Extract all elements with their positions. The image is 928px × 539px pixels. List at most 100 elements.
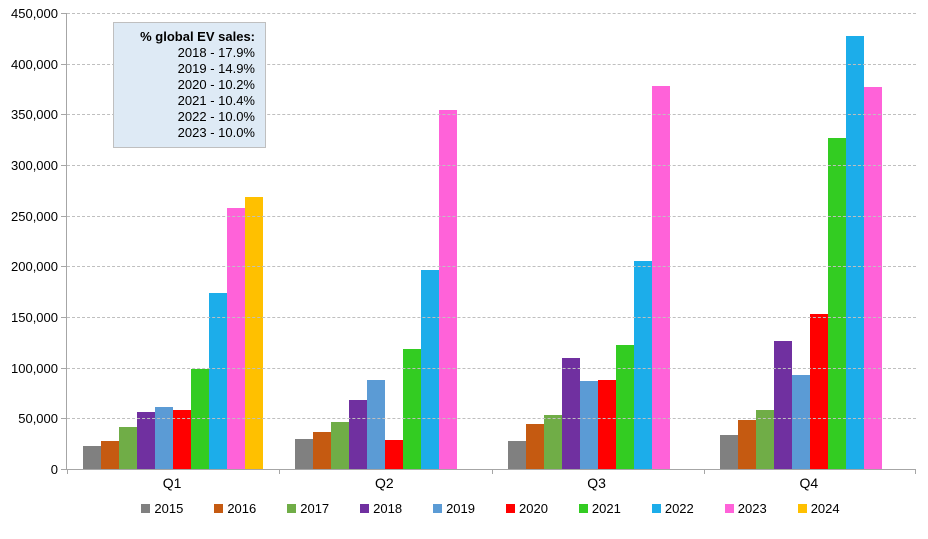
bar-2021-q3	[615, 345, 634, 469]
category-label-q3: Q3	[587, 475, 606, 491]
bar-2023-q3	[651, 86, 670, 469]
gridline	[67, 418, 916, 419]
y-axis-tick	[61, 216, 66, 217]
annotation-line: 2019 - 14.9%	[177, 61, 255, 76]
y-axis-tick	[61, 13, 66, 14]
x-axis-labels: Q1 Q2 Q3 Q4	[66, 475, 915, 491]
bar-2016-q2	[313, 432, 332, 469]
y-axis-tick	[61, 266, 66, 267]
y-axis-label: 200,000	[11, 259, 58, 274]
legend-item-2016: 2016	[214, 501, 256, 516]
y-axis-label: 100,000	[11, 361, 58, 376]
x-axis-tick	[67, 469, 68, 474]
bar-2022-q3	[633, 261, 652, 469]
legend-swatch-2016	[214, 504, 224, 513]
annotation-line: 2022 - 10.0%	[177, 109, 255, 124]
legend-item-2021: 2021	[578, 501, 621, 516]
bar-2015-q2	[295, 439, 314, 469]
annotation-lines: 2018 - 17.9% 2019 - 14.9% 2020 - 10.2% 2021…	[126, 45, 255, 141]
y-axis-tick	[61, 469, 66, 470]
y-axis-label: 50,000	[18, 411, 58, 426]
y-axis: 0 50,000 100,000 150,000 200,000 250,000 300,0…	[0, 6, 58, 477]
bar-2022-q1	[209, 293, 228, 469]
legend-item-2022: 2022	[651, 501, 694, 516]
legend-item-2024: 2024	[797, 501, 840, 516]
y-axis-tick	[61, 317, 66, 318]
category-label-q4: Q4	[799, 475, 819, 491]
bar-2017-q4	[755, 410, 774, 469]
legend-swatch-2017	[287, 504, 297, 513]
legend-label-2020: 2020	[519, 501, 548, 516]
bar-2019-q1	[155, 407, 174, 469]
annotation-line: 2018 - 17.9%	[177, 45, 255, 60]
bar-2021-q4	[827, 138, 846, 469]
bar-2022-q2	[421, 270, 440, 469]
x-axis-tick	[279, 469, 281, 474]
legend-label-2023: 2023	[737, 501, 767, 516]
legend-swatch-2024	[797, 504, 807, 513]
bar-2016-q4	[737, 420, 756, 469]
legend-item-2019: 2019	[433, 501, 475, 516]
y-axis-tick	[61, 114, 66, 115]
bar-2019-q3	[579, 381, 598, 469]
bar-2017-q1	[119, 427, 138, 469]
y-axis-tick	[61, 165, 66, 166]
bar-2018-q3	[561, 358, 580, 469]
bar-2020-q2	[385, 440, 404, 469]
bar-2018-q2	[349, 400, 368, 469]
x-axis-tick	[703, 469, 705, 474]
bar-2022-q4	[845, 36, 864, 469]
bar-2023-q4	[863, 87, 882, 469]
annotation-heading: % global EV sales:	[140, 29, 255, 44]
bar-2017-q3	[543, 415, 562, 469]
bar-2019-q2	[367, 380, 386, 469]
legend-label-2022: 2022	[664, 501, 694, 516]
y-axis-tick	[61, 64, 66, 65]
annotation-line: 2020 - 10.2%	[177, 77, 255, 92]
legend-swatch-2018	[360, 504, 370, 513]
bar-2024-q1	[245, 197, 264, 469]
category-label-q2: Q2	[375, 475, 394, 491]
legend-label-2017: 2017	[300, 501, 330, 516]
legend-item-2023: 2023	[724, 501, 767, 516]
gridline	[67, 368, 916, 369]
legend-swatch-2022	[651, 504, 661, 513]
gridline	[67, 114, 916, 115]
legend-label-2015: 2015	[154, 501, 184, 516]
bar-2018-q4	[773, 341, 792, 469]
bar-2015-q1	[83, 446, 102, 469]
gridline	[67, 64, 916, 65]
bar-2021-q1	[191, 369, 210, 469]
legend-swatch-2020	[506, 504, 515, 513]
legend-label-2016: 2016	[227, 501, 257, 516]
gridline	[67, 317, 916, 318]
bar-2023-q1	[227, 208, 246, 469]
bar-2020-q3	[597, 380, 616, 469]
bar-group-q4	[704, 13, 916, 469]
legend-item-2017: 2017	[287, 501, 329, 516]
y-axis-label: 250,000	[11, 209, 58, 224]
plot-area	[61, 13, 916, 474]
y-axis-label: 350,000	[11, 107, 58, 122]
legend-swatch-2023	[724, 504, 734, 513]
bar-2020-q4	[809, 314, 828, 469]
annotation-box: % global EV sales: 2018 - 17.9% 2019 - 14…	[113, 22, 266, 148]
legend: 2015 2016 2017 2018 2019 2020 2021 2022 2023 2024	[66, 501, 915, 516]
category-label-q1: Q1	[162, 475, 182, 491]
y-axis-label: 400,000	[11, 57, 58, 72]
bar-2021-q2	[403, 349, 422, 469]
bar-group-q3	[492, 13, 704, 469]
annotation-line: 2023 - 10.0%	[177, 125, 255, 140]
legend-item-2020: 2020	[506, 501, 548, 516]
bar-group-q2	[279, 13, 491, 469]
bar-groups	[67, 13, 916, 469]
gridline	[67, 13, 916, 14]
y-axis-label: 450,000	[11, 6, 58, 21]
bar-2019-q4	[791, 375, 810, 469]
bar-2015-q3	[507, 441, 526, 469]
bar-2015-q4	[719, 435, 738, 469]
bar-group-q1	[67, 13, 279, 469]
y-axis-tick	[61, 418, 66, 419]
x-axis-tick	[915, 469, 916, 474]
